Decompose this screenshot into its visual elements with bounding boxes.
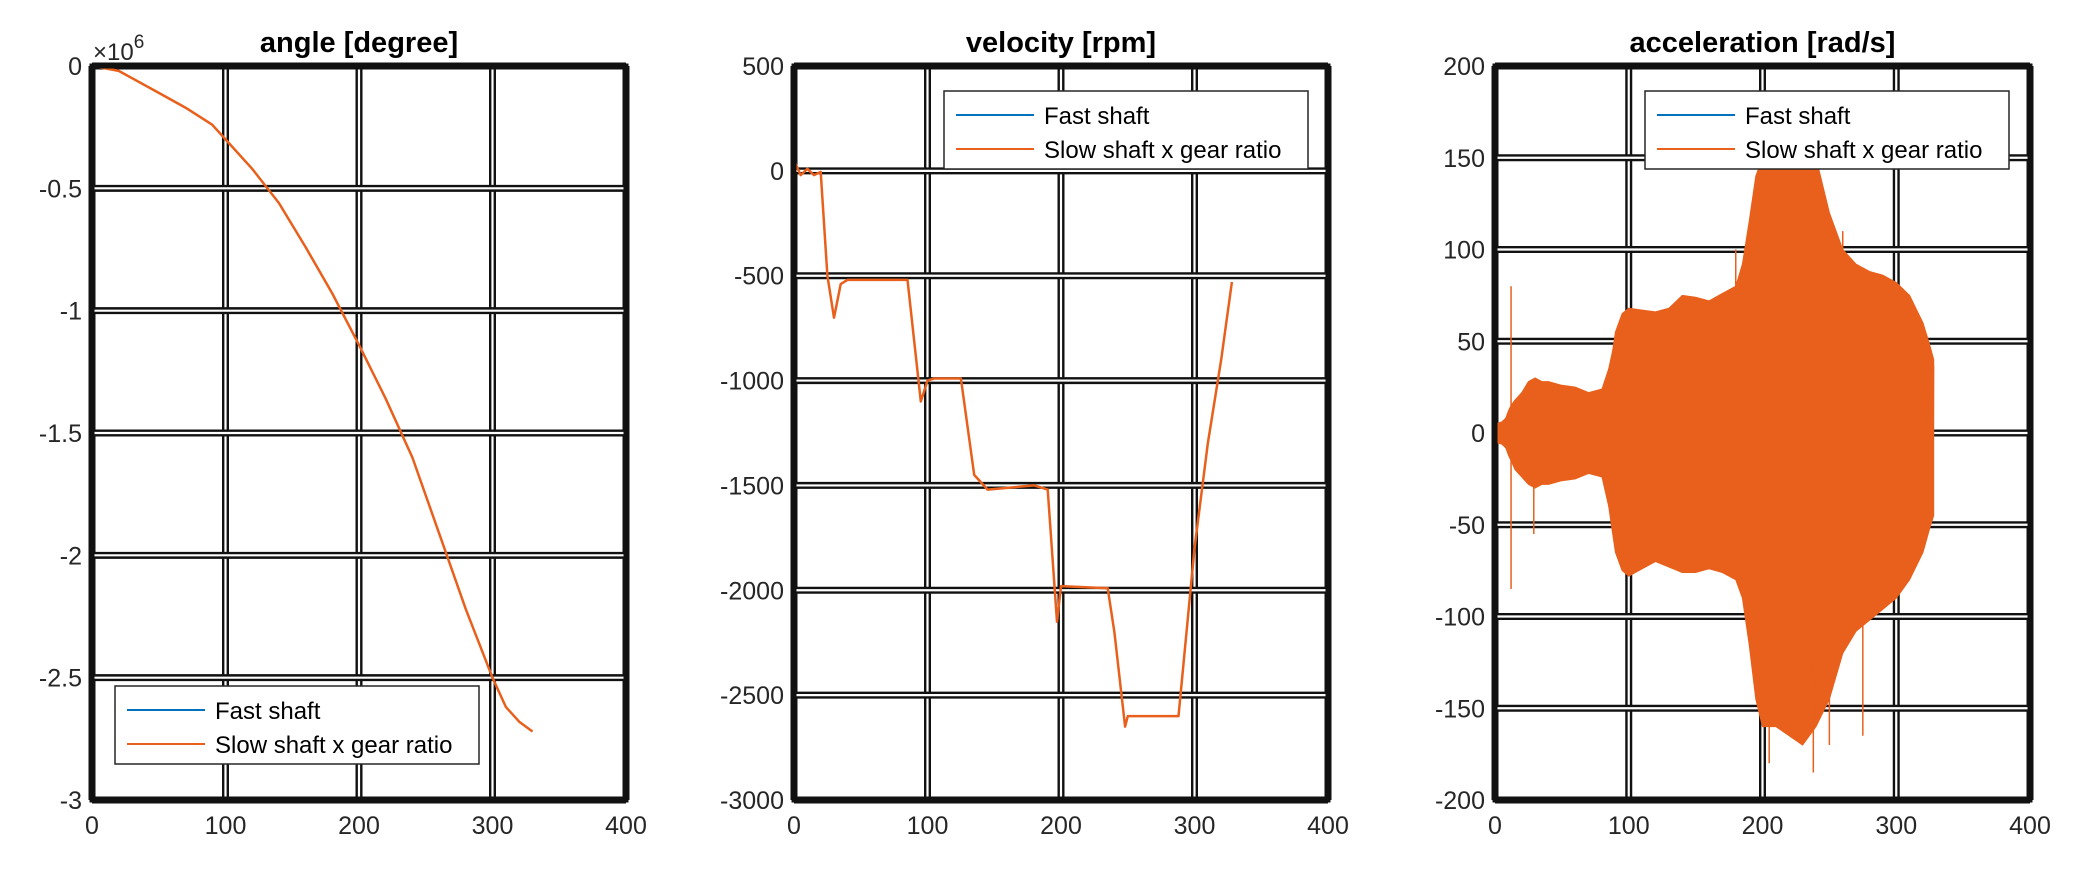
axes-box (89, 63, 629, 803)
y-tick-label: -150 (1435, 695, 1485, 723)
legend-label-fast-shaft: Fast shaft (215, 698, 321, 725)
legend: Fast shaft Slow shaft x gear ratio (943, 90, 1309, 170)
x-tick-label: 400 (2009, 812, 2051, 840)
x-tick-label: 0 (1488, 812, 1502, 840)
y-tick-label: 200 (1443, 53, 1485, 81)
y-tick-label: -1.5 (39, 420, 82, 448)
legend-label-slow-shaft: Slow shaft x gear ratio (1044, 137, 1281, 164)
x-tick-label: 100 (1608, 812, 1650, 840)
y-tick-label: 500 (742, 53, 784, 81)
x-tick-label: 200 (1742, 812, 1784, 840)
y-tick-label: -1 (60, 298, 82, 326)
y-tick-label: 0 (770, 158, 784, 186)
x-tick-label: 200 (338, 812, 380, 840)
y-exponent-label: ×106 (93, 32, 144, 66)
y-tick-label: -1500 (720, 472, 784, 500)
y-exponent-power: 6 (134, 32, 145, 53)
axes-box (1492, 63, 2033, 803)
chart-title: acceleration [rad/s] (1630, 27, 1896, 59)
legend-box (1644, 90, 2010, 170)
y-tick-label: -200 (1435, 787, 1485, 815)
x-tick-label: 300 (1174, 812, 1216, 840)
x-tick-label: 300 (472, 812, 514, 840)
x-tick-label: 0 (787, 812, 801, 840)
legend-label-slow-shaft: Slow shaft x gear ratio (1745, 137, 1982, 164)
y-tick-label: -100 (1435, 604, 1485, 632)
y-tick-label: -3000 (720, 787, 784, 815)
axes-box (791, 63, 1331, 803)
legend-label-fast-shaft: Fast shaft (1044, 103, 1150, 130)
y-tick-label: -50 (1449, 512, 1485, 540)
y-tick-label: -500 (734, 263, 784, 291)
legend: Fast shaft Slow shaft x gear ratio (1644, 90, 2010, 170)
y-tick-label: 150 (1443, 145, 1485, 173)
y-tick-label: -0.5 (39, 175, 82, 203)
series-slow-shaft-oscillation (1494, 157, 1935, 742)
x-tick-label: 400 (605, 812, 647, 840)
acceleration-plot: 0 100 200 300 400 200 150 100 50 0 -50 -100 -150 -200… (1435, 27, 2051, 840)
legend-box (943, 90, 1309, 170)
chart-title: velocity [rpm] (966, 27, 1156, 59)
legend-label-slow-shaft: Slow shaft x gear ratio (215, 732, 452, 759)
x-tick-label: 200 (1040, 812, 1082, 840)
series-slow-shaft-line (91, 64, 534, 733)
x-tick-label: 300 (1875, 812, 1917, 840)
y-tick-label: -2500 (720, 682, 784, 710)
legend: Fast shaft Slow shaft x gear ratio (114, 685, 480, 765)
y-tick-label: -2 (60, 542, 82, 570)
y-exponent-base: ×10 (93, 39, 134, 66)
y-tick-label: -2.5 (39, 665, 82, 693)
chart-title: angle [degree] (260, 27, 458, 59)
y-tick-label: 0 (68, 53, 82, 81)
y-tick-label: 0 (1471, 420, 1485, 448)
velocity-plot: 0 100 200 300 400 500 0 -500 -1000 -1500 -2000 -250… (720, 27, 1349, 840)
y-tick-label: 50 (1457, 328, 1485, 356)
x-tick-label: 100 (205, 812, 247, 840)
x-tick-label: 100 (907, 812, 949, 840)
x-tick-label: 400 (1307, 812, 1349, 840)
y-tick-label: 100 (1443, 237, 1485, 265)
x-tick-label: 0 (85, 812, 99, 840)
angle-plot: 0 100 200 300 400 0 -0.5 -1 -1.5 -2 -2.5 -3 ×106 angl… (39, 27, 647, 840)
y-tick-label: -3 (60, 787, 82, 815)
legend-label-fast-shaft: Fast shaft (1745, 103, 1851, 130)
y-tick-label: -1000 (720, 368, 784, 396)
series-slow-shaft-line (792, 159, 1234, 728)
legend-box (114, 685, 480, 765)
y-tick-label: -2000 (720, 577, 784, 605)
